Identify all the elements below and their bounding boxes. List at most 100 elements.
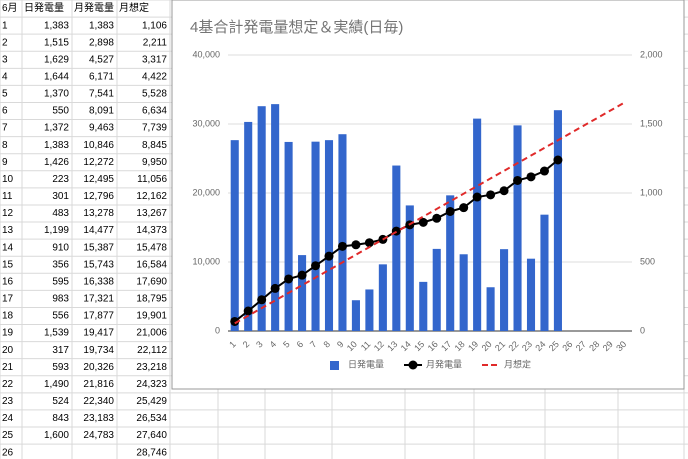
cell: 22,340 bbox=[83, 396, 114, 407]
cell: 14,373 bbox=[136, 225, 167, 236]
cell: 7,739 bbox=[142, 123, 167, 134]
cell: 26 bbox=[2, 447, 14, 458]
point bbox=[432, 213, 442, 223]
cell: 11,056 bbox=[137, 174, 167, 185]
legend-label: 日発電量 bbox=[348, 358, 384, 369]
cell: 7,541 bbox=[89, 89, 114, 100]
cell: 25 bbox=[2, 430, 14, 441]
cell: 24 bbox=[2, 413, 14, 424]
header-cell: 6月 bbox=[2, 2, 18, 14]
x-tick-label: 9 bbox=[335, 339, 346, 350]
bar bbox=[526, 258, 536, 331]
point bbox=[445, 206, 455, 216]
point bbox=[513, 175, 523, 185]
y-tick-label: 40,000 bbox=[192, 49, 220, 59]
cell: 24,323 bbox=[136, 379, 167, 390]
bar bbox=[419, 281, 428, 331]
y2-tick-label: 500 bbox=[640, 256, 655, 266]
cell: 13 bbox=[2, 225, 14, 236]
cell: 301 bbox=[52, 191, 69, 202]
y2-tick-label: 2,000 bbox=[640, 49, 663, 59]
bar bbox=[230, 140, 239, 331]
point bbox=[257, 295, 267, 305]
bar bbox=[338, 134, 347, 331]
point bbox=[337, 241, 347, 251]
cell: 8,845 bbox=[142, 140, 167, 151]
cell: 19,734 bbox=[83, 345, 114, 356]
cell: 6,634 bbox=[142, 106, 167, 117]
bar bbox=[351, 300, 360, 331]
bar bbox=[513, 125, 522, 331]
cell: 21 bbox=[2, 362, 14, 373]
cell: 3,317 bbox=[142, 54, 167, 65]
cell: 28,746 bbox=[136, 447, 167, 458]
cell: 1,106 bbox=[142, 20, 167, 31]
y-tick-label: 10,000 bbox=[192, 256, 220, 266]
cell: 1,383 bbox=[44, 140, 69, 151]
cell: 1,372 bbox=[44, 123, 69, 134]
legend-label: 月想定 bbox=[504, 358, 531, 369]
cell: 20,326 bbox=[83, 362, 114, 373]
point bbox=[297, 270, 307, 280]
point bbox=[230, 316, 240, 326]
bar bbox=[378, 264, 387, 331]
cell: 4,527 bbox=[89, 54, 114, 65]
point bbox=[324, 251, 334, 261]
bar bbox=[257, 106, 266, 331]
cell: 1,539 bbox=[44, 328, 69, 339]
point bbox=[459, 203, 469, 213]
point bbox=[472, 192, 482, 202]
cell: 19,901 bbox=[136, 311, 167, 322]
cell: 1,383 bbox=[44, 20, 69, 31]
bar bbox=[244, 121, 253, 332]
point bbox=[351, 240, 361, 250]
cell: 10,846 bbox=[83, 140, 114, 151]
bar bbox=[365, 289, 374, 331]
cell: 1,426 bbox=[44, 157, 69, 168]
y-tick-label: 0 bbox=[215, 325, 220, 335]
point bbox=[418, 217, 428, 227]
point bbox=[499, 186, 509, 196]
cell: 843 bbox=[52, 413, 69, 424]
bar bbox=[486, 287, 495, 331]
chart-frame[interactable] bbox=[171, 0, 685, 390]
cell: 6,171 bbox=[89, 72, 114, 83]
bar bbox=[432, 248, 441, 331]
cell: 1,644 bbox=[44, 72, 69, 83]
cell: 23 bbox=[2, 396, 14, 407]
header-cell: 月発電量 bbox=[74, 1, 114, 14]
cell: 23,183 bbox=[83, 413, 114, 424]
legend-swatch bbox=[408, 360, 418, 370]
cell: 356 bbox=[52, 259, 69, 270]
cell: 20 bbox=[2, 345, 14, 356]
cell: 1,199 bbox=[44, 225, 69, 236]
point bbox=[284, 274, 294, 284]
cell: 550 bbox=[52, 106, 69, 117]
bar bbox=[392, 165, 401, 331]
cell: 1 bbox=[2, 20, 8, 31]
bar bbox=[298, 255, 307, 331]
bar bbox=[473, 118, 482, 331]
cell: 8 bbox=[2, 140, 8, 151]
cell: 14,477 bbox=[83, 225, 114, 236]
x-tick-label: 6 bbox=[295, 339, 306, 350]
cell: 1,490 bbox=[44, 379, 69, 390]
cell: 556 bbox=[52, 311, 69, 322]
cell: 19 bbox=[2, 328, 14, 339]
cell: 17,877 bbox=[83, 311, 114, 322]
cell: 5 bbox=[2, 89, 8, 100]
bar bbox=[500, 249, 509, 331]
y-tick-label: 30,000 bbox=[192, 118, 220, 128]
cell: 524 bbox=[52, 396, 69, 407]
cell: 983 bbox=[52, 294, 69, 305]
cell: 15,387 bbox=[83, 242, 114, 253]
cell: 4 bbox=[2, 72, 8, 83]
cell: 15 bbox=[2, 259, 14, 270]
cell: 17 bbox=[2, 294, 14, 305]
cell: 2,211 bbox=[143, 37, 168, 48]
cell: 9 bbox=[2, 157, 8, 168]
cell: 22,112 bbox=[137, 345, 167, 356]
cell: 9,950 bbox=[142, 157, 167, 168]
cell: 12,796 bbox=[83, 191, 114, 202]
cell: 10 bbox=[2, 174, 14, 185]
